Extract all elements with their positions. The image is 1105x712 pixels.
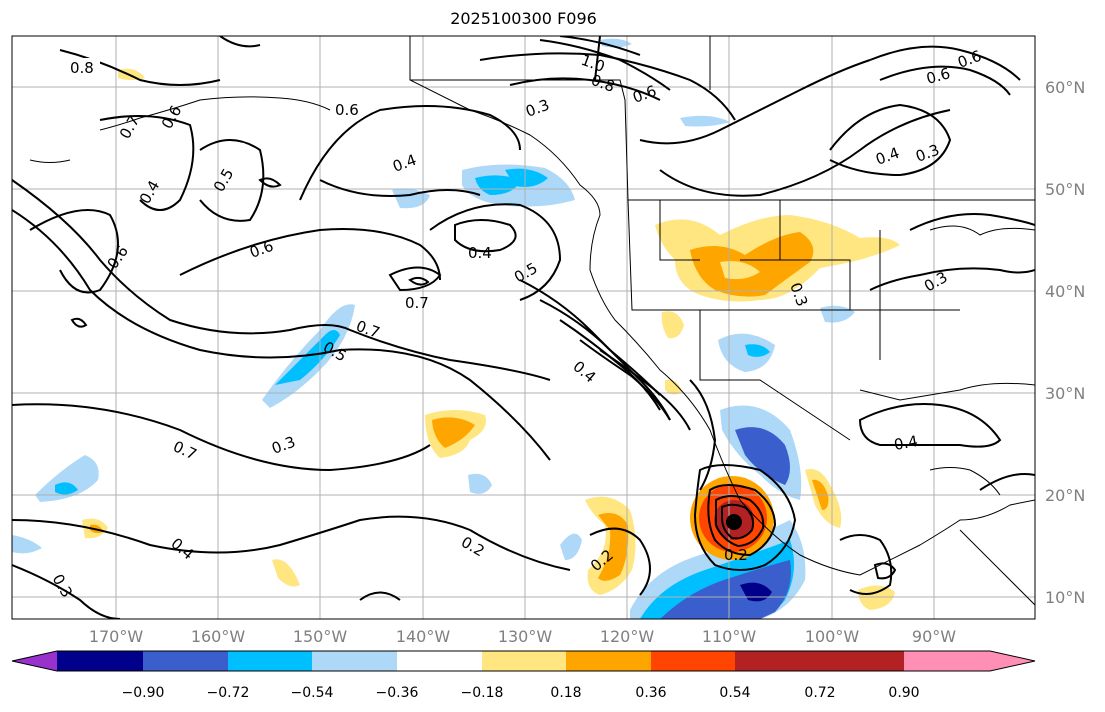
map-area — [12, 36, 1035, 619]
lon-label: 130°W — [498, 627, 553, 646]
lat-label: 20°N — [1045, 486, 1085, 505]
graticule — [12, 36, 1035, 619]
colorbar-bin — [228, 651, 312, 671]
contour-lines — [12, 36, 1035, 619]
lon-label: 100°W — [805, 627, 860, 646]
lon-label: 120°W — [600, 627, 655, 646]
lon-label: 90°W — [912, 627, 956, 646]
contour-label-bg — [70, 58, 100, 76]
contour-label: 0.6 — [924, 64, 952, 88]
colorbar-tick: 0.36 — [635, 685, 666, 701]
lon-label: 160°W — [191, 627, 246, 646]
contour-label: 0.8 — [70, 59, 94, 77]
colorbar: −0.90 −0.72 −0.54 −0.36 −0.18 0.18 0.36 … — [11, 650, 1036, 701]
contour-label-bg — [333, 100, 363, 118]
colorbar-bin — [482, 651, 566, 671]
coastlines — [29, 36, 1035, 606]
colorbar-extend-low — [12, 651, 57, 671]
colorbar-bin — [397, 651, 482, 671]
contour-label: 0.4 — [468, 244, 492, 262]
storm-center-marker — [726, 514, 742, 530]
colorbar-bin — [735, 651, 820, 671]
lat-label: 10°N — [1045, 588, 1085, 607]
longitude-axis: 170°W 160°W 150°W 140°W 130°W 120°W 110°… — [89, 627, 956, 646]
colorbar-tick: −0.36 — [376, 685, 419, 701]
colorbar-tick: 0.54 — [719, 685, 750, 701]
colorbar-outline — [11, 650, 1036, 672]
colorbar-bin — [566, 651, 651, 671]
lat-label: 60°N — [1045, 78, 1085, 97]
colorbar-tick: −0.18 — [461, 685, 504, 701]
contour-label: 0.4 — [893, 432, 920, 454]
colorbar-bin — [651, 651, 735, 671]
lon-label: 170°W — [89, 627, 144, 646]
lon-label: 150°W — [293, 627, 348, 646]
colorbar-tick: 0.18 — [550, 685, 581, 701]
colorbar-extend-high — [904, 651, 1035, 671]
lon-label: 110°W — [702, 627, 757, 646]
colorbar-tick: 0.90 — [888, 685, 919, 701]
contour-label: 0.7 — [405, 294, 429, 312]
colorbar-bin — [820, 651, 904, 671]
lat-label: 30°N — [1045, 384, 1085, 403]
colorbar-tick: 0.72 — [804, 685, 835, 701]
contour-label: 0.6 — [335, 101, 359, 119]
colorbar-bin — [57, 651, 143, 671]
map-title: 2025100300 F096 — [450, 9, 597, 28]
colorbar-tick: −0.90 — [122, 685, 165, 701]
map-frame — [11, 35, 1036, 620]
colorbar-bin — [143, 651, 228, 671]
latitude-axis: 60°N 50°N 40°N 30°N 20°N 10°N — [1045, 78, 1085, 607]
colorbar-bin — [312, 651, 397, 671]
colorbar-tick: −0.54 — [291, 685, 334, 701]
colorbar-tick: −0.72 — [207, 685, 250, 701]
lat-label: 50°N — [1045, 180, 1085, 199]
lat-label: 40°N — [1045, 282, 1085, 301]
lon-label: 140°W — [396, 627, 451, 646]
contour-label: 0.2 — [724, 546, 748, 564]
